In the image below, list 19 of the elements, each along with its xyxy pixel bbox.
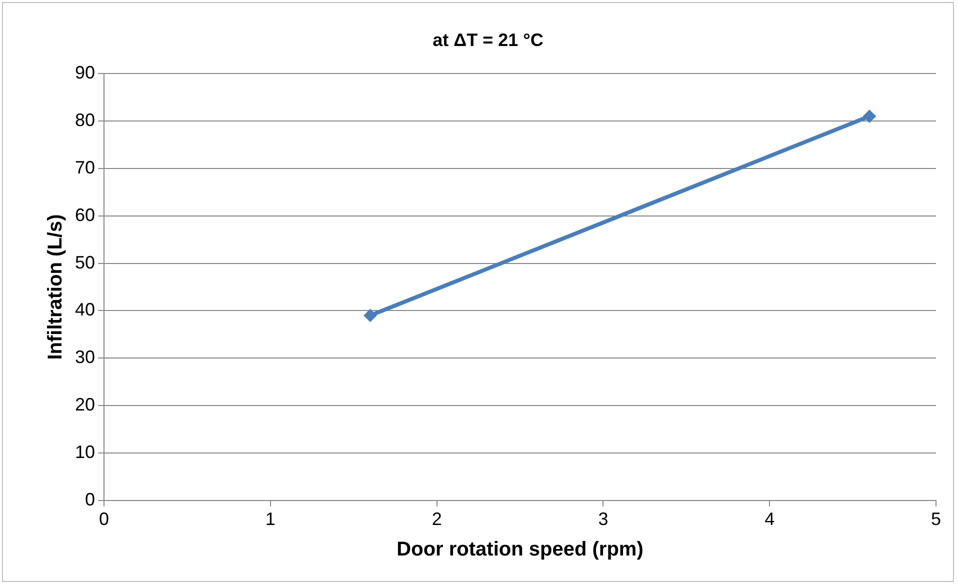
y-tick-label: 90 [74, 62, 96, 83]
y-tick-label: 70 [74, 157, 96, 178]
y-tick-label: 20 [74, 394, 96, 415]
y-tick-label: 10 [74, 442, 96, 462]
y-tick-label: 30 [74, 347, 96, 368]
chart-title: at ΔT = 21 °C [432, 30, 544, 50]
x-tick-label: 4 [764, 509, 775, 530]
x-tick-label: 3 [598, 509, 608, 530]
x-tick-label: 0 [99, 509, 110, 530]
y-tick-label: 40 [74, 300, 96, 320]
x-tick-label: 5 [930, 509, 942, 530]
x-tick-label: 2 [432, 509, 442, 530]
x-tick-label: 1 [265, 509, 276, 530]
x-axis-title: Door rotation speed (rpm) [396, 538, 644, 561]
y-tick-label: 60 [74, 204, 96, 225]
y-tick-label: 80 [74, 110, 96, 130]
y-tick-label: 50 [74, 252, 96, 272]
y-tick-label: 0 [85, 489, 96, 510]
y-axis-title: Infiltration (L/s) [44, 214, 67, 360]
